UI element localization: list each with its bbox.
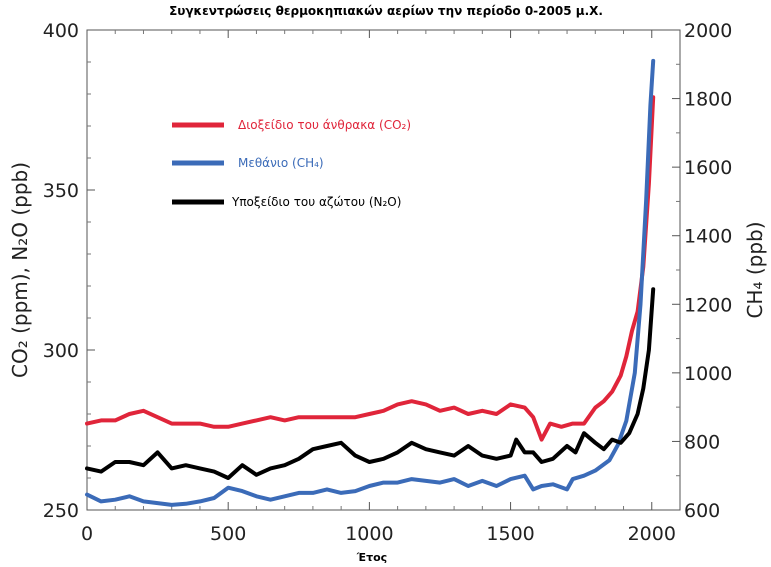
y-right-axis-ticks: 600 800 1000 1200 1400 1600 1800 2000: [672, 20, 732, 522]
x-tick-label: 1000: [345, 523, 393, 545]
y-left-tick-label: 400: [43, 20, 79, 42]
y-left-tick-label: 250: [43, 500, 79, 522]
y-left-axis-ticks: 250 300 350 400: [43, 20, 95, 522]
y-right-axis-label: CH₄ (ppb): [743, 221, 767, 318]
series-lines: [85, 58, 656, 507]
series-line-ch4: [85, 58, 656, 507]
y-right-tick-label: 1200: [684, 294, 732, 316]
y-right-tick-label: 1000: [684, 363, 732, 385]
y-right-tick-label: 1800: [684, 89, 732, 111]
legend-label-ch4: Μεθάνιο (CH₄): [238, 156, 324, 170]
x-axis-ticks: 0 500 1000 1500 2000: [81, 30, 676, 545]
y-left-tick-label: 350: [43, 180, 79, 202]
x-axis-label: Έτος: [356, 551, 387, 564]
series-line-n2o: [85, 287, 656, 480]
legend: Διοξείδιο του άνθρακα (CO₂) Μεθάνιο (CH₄)…: [172, 118, 411, 209]
legend-label-n2o: Υποξείδιο του αζώτου (N₂O): [231, 195, 401, 209]
x-tick-label: 1500: [486, 523, 534, 545]
chart-title: Συγκεντρώσεις θερμοκηπιακών αερίων την π…: [169, 4, 603, 18]
y-right-tick-label: 2000: [684, 20, 732, 42]
y-right-tick-label: 1400: [684, 226, 732, 248]
x-tick-label: 500: [210, 523, 246, 545]
y-left-tick-label: 300: [43, 340, 79, 362]
y-right-tick-label: 1600: [684, 157, 732, 179]
y-left-axis-label: CO₂ (ppm), N₂O (ppb): [8, 162, 32, 378]
x-tick-label: 2000: [628, 523, 676, 545]
x-tick-label: 0: [81, 523, 93, 545]
series-line-co2: [85, 95, 656, 442]
y-right-tick-label: 800: [684, 431, 720, 453]
y-right-tick-label: 600: [684, 500, 720, 522]
legend-label-co2: Διοξείδιο του άνθρακα (CO₂): [238, 118, 411, 132]
